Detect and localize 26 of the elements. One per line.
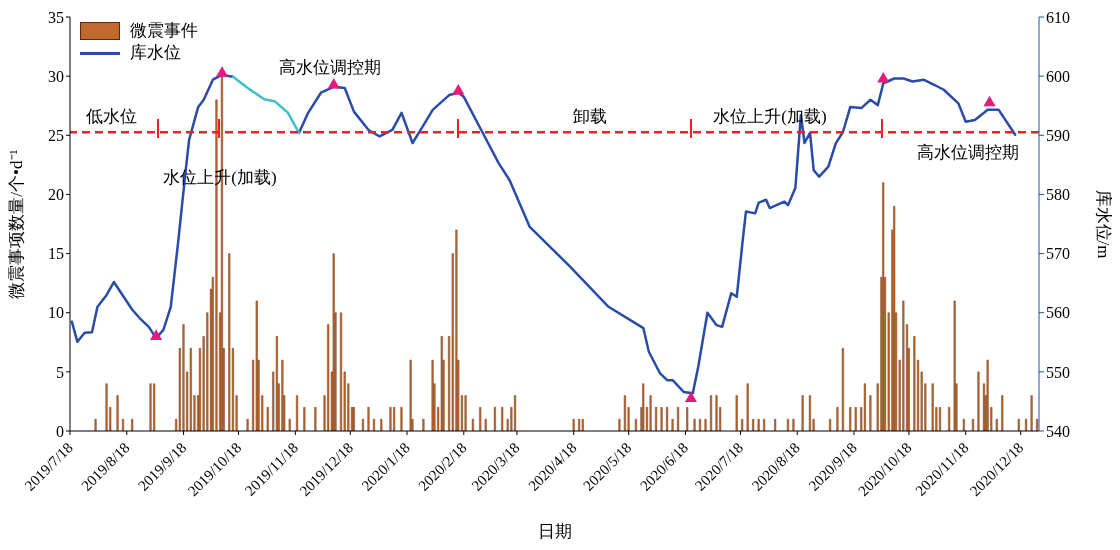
annotation: 高水位调控期 — [916, 143, 1020, 163]
y2-tick-label: 550 — [1046, 363, 1070, 381]
annotation: 高水位调控期 — [278, 58, 382, 78]
y-tick-label: 15 — [48, 245, 64, 263]
annotation: 卸载 — [572, 107, 608, 127]
legend-label: 库水位 — [130, 42, 181, 64]
y2-axis-title: 库水位/m — [1094, 189, 1113, 259]
annotation: 水位上升(加载) — [712, 107, 828, 127]
y-tick-label: 10 — [48, 304, 64, 322]
y-tick-label: 25 — [48, 126, 64, 144]
y2-tick-label: 610 — [1046, 8, 1070, 26]
y2-tick-label: 590 — [1046, 126, 1070, 144]
x-axis-title: 日期 — [537, 522, 572, 541]
y2-tick-label: 580 — [1046, 186, 1070, 204]
y-tick-label: 0 — [56, 422, 64, 440]
y2-tick-label: 560 — [1046, 304, 1070, 322]
y2-tick-label: 540 — [1046, 422, 1070, 440]
y-tick-label: 20 — [48, 186, 64, 204]
annotation: 低水位 — [84, 107, 138, 127]
y-tick-label: 30 — [48, 67, 64, 85]
y-axis-title: 微震事项数量/个•d⁻¹ — [7, 149, 26, 299]
legend-label: 微震事件 — [130, 20, 198, 42]
y2-tick-label: 570 — [1046, 245, 1070, 263]
y2-tick-label: 600 — [1046, 67, 1070, 85]
y-tick-label: 35 — [48, 8, 64, 26]
y-tick-label: 5 — [56, 363, 64, 381]
